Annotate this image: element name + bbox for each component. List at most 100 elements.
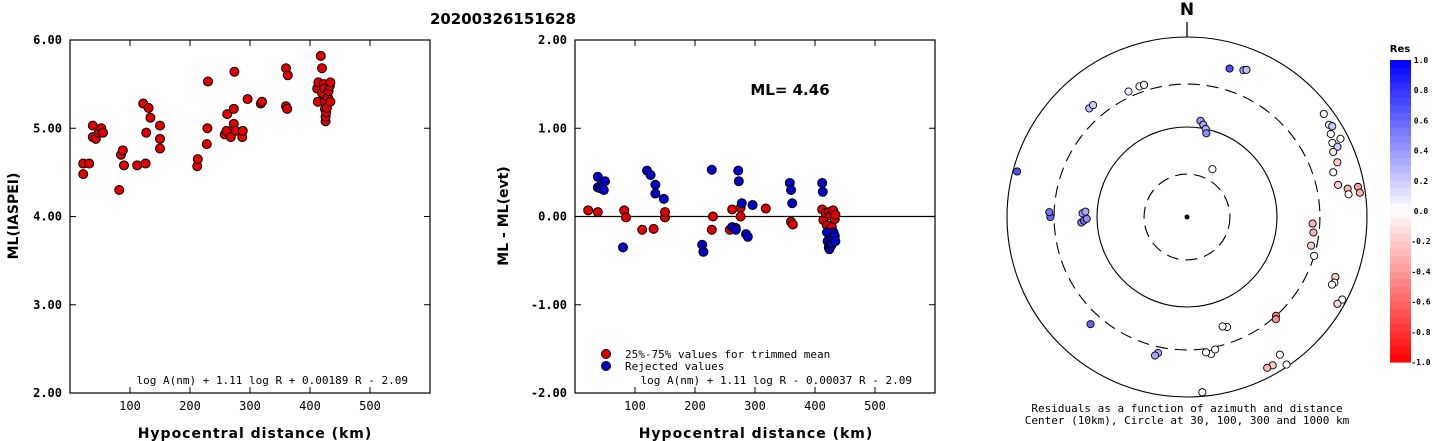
residual-point: [1045, 208, 1054, 217]
range-circle: [1143, 173, 1231, 261]
data-point: [114, 185, 125, 196]
residual-point: [1333, 142, 1342, 151]
colorbar-tick-label: 0.6: [1414, 116, 1429, 125]
colorbar-band: [1390, 256, 1411, 265]
data-point: [257, 96, 267, 107]
residual-point: [1201, 348, 1211, 357]
data-point: [192, 154, 203, 165]
data-point: [228, 103, 239, 114]
residual-point: [1328, 122, 1337, 131]
colorbar-band: [1390, 195, 1411, 205]
colorbar-tick-label: 0.2: [1414, 177, 1429, 186]
residual-point: [1319, 109, 1328, 118]
colorbar-tick-label: 0.0: [1414, 207, 1429, 216]
data-point: [140, 158, 151, 169]
colorbar-band: [1390, 324, 1411, 333]
ml-value-label: ML= 4.46: [750, 81, 829, 99]
data-point: [237, 125, 248, 136]
residual-point: [1263, 363, 1272, 372]
data-point: [222, 109, 233, 120]
chart-title: 20200326151628: [430, 10, 576, 28]
data-point: [84, 158, 95, 169]
colorbar-band: [1390, 143, 1411, 152]
data-point: [637, 224, 648, 235]
residual-point: [1086, 320, 1095, 329]
data-point: [645, 170, 656, 181]
residual-plot: ML - ML(evt) Hypocentral distance (km) M…: [496, 33, 936, 441]
colorbar-band: [1390, 331, 1411, 340]
colorbar-band: [1390, 294, 1411, 303]
colorbar-band: [1390, 233, 1411, 242]
data-point: [747, 200, 758, 211]
range-circle: [1006, 36, 1368, 398]
x-tick-label: 400: [804, 399, 826, 413]
data-point: [592, 207, 603, 218]
residual-point: [1218, 322, 1227, 331]
colorbar-band: [1390, 354, 1411, 363]
data-point: [727, 204, 738, 215]
colorbar-band: [1390, 346, 1411, 356]
range-circle: [1053, 83, 1321, 351]
colorbar-band: [1390, 75, 1411, 84]
y-tick-label: 2.00: [538, 33, 567, 47]
data-point: [706, 164, 717, 175]
residual-point: [1333, 158, 1342, 167]
data-point: [733, 165, 744, 176]
residual-point: [1307, 241, 1316, 250]
colorbar-band: [1390, 120, 1411, 129]
residual-point: [1333, 299, 1342, 308]
data-point: [155, 133, 165, 144]
residual-point: [1334, 180, 1343, 189]
colorbar-band: [1390, 127, 1411, 137]
x-tick-label: 100: [624, 399, 646, 413]
data-point: [660, 207, 670, 218]
range-circle: [1096, 126, 1278, 308]
x-axis-label: Hypocentral distance (km): [639, 426, 874, 441]
data-point: [648, 223, 659, 234]
magnitude-plot: ML(IASPEI) Hypocentral distance (km) log…: [6, 33, 431, 441]
data-point: [817, 186, 828, 197]
data-point: [141, 127, 152, 138]
caption-line-1: Residuals as a function of azimuth and d…: [1031, 402, 1342, 415]
data-point: [282, 70, 293, 81]
y-tick-label: 6.00: [33, 33, 62, 47]
colorbar-band: [1390, 339, 1411, 348]
y-tick-label: 3.00: [33, 298, 62, 312]
residual-point: [1310, 251, 1319, 260]
data-point: [618, 242, 628, 253]
data-point: [203, 76, 213, 87]
data-point: [583, 205, 594, 216]
y-tick-label: 0.00: [538, 210, 567, 224]
colorbar-tick-label: -0.2: [1411, 237, 1430, 246]
colorbar-band: [1390, 60, 1411, 69]
y-tick-label: 2.00: [33, 386, 62, 400]
data-point: [117, 145, 128, 156]
data-point: [786, 185, 796, 196]
data-point: [229, 66, 240, 77]
x-tick-label: 500: [359, 399, 381, 413]
data-point: [735, 211, 746, 222]
residual-point: [1308, 219, 1317, 228]
colorbar-band: [1390, 97, 1411, 106]
residual-point: [1336, 134, 1345, 143]
data-point: [621, 212, 631, 223]
residual-point: [1309, 228, 1318, 237]
x-tick-label: 300: [239, 399, 261, 413]
residual-point: [1329, 168, 1338, 177]
residual-point: [1327, 280, 1337, 289]
data-point: [143, 102, 154, 113]
colorbar-band: [1390, 286, 1411, 295]
data-point: [736, 198, 747, 209]
x-tick-label: 500: [864, 399, 886, 413]
x-tick-label: 300: [744, 399, 766, 413]
colorbar-tick-label: 1.0: [1414, 56, 1429, 65]
y-tick-label: -2.00: [531, 386, 567, 400]
y-axis-label: ML - ML(evt): [496, 166, 512, 265]
data-point: [282, 103, 293, 114]
residual-point: [1275, 350, 1284, 359]
x-axis-label: Hypocentral distance (km): [138, 426, 373, 441]
colorbar-tick-label: -0.4: [1411, 267, 1430, 276]
data-point: [325, 96, 336, 107]
colorbar-band: [1390, 309, 1411, 318]
residual-colorbar: Res 1.0 0.8 0.6 0.4 0.2 0.0 -0.2 -0.4 -0.6 -0.8 -1…: [1390, 44, 1431, 367]
